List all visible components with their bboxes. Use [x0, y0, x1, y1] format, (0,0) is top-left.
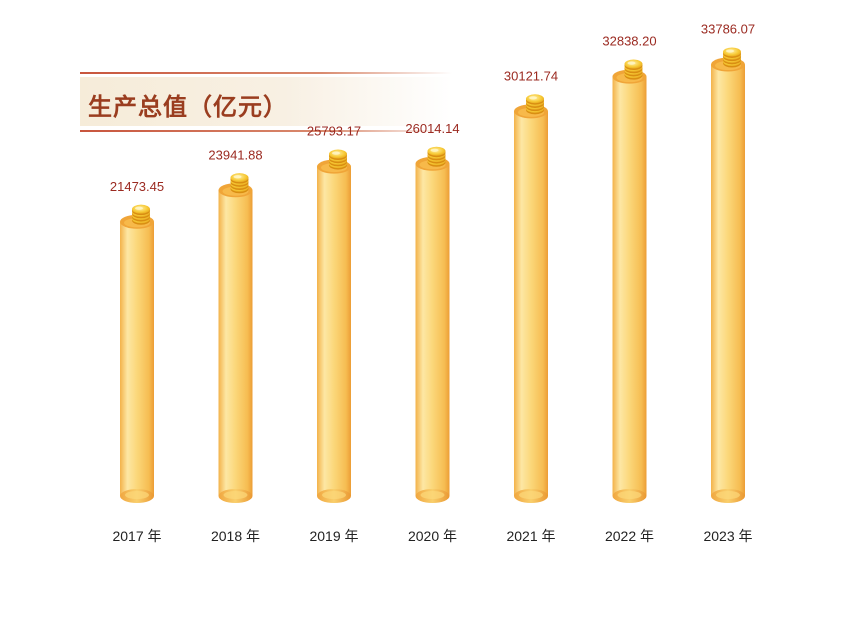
- title-top-rule: [80, 72, 452, 74]
- value-label: 23941.88: [208, 147, 262, 162]
- coin-stack-icon: [329, 149, 347, 170]
- coin-shine: [529, 96, 537, 100]
- coin-shine: [627, 61, 636, 65]
- value-label: 30121.74: [504, 68, 558, 83]
- category-label: 2018 年: [211, 528, 260, 544]
- chart-title-bar: 生产总值（亿元）: [80, 72, 452, 132]
- bar: [120, 204, 154, 503]
- bar-base-highlight: [519, 491, 543, 499]
- title-bottom-rule: [80, 130, 452, 132]
- bar-base-highlight: [420, 491, 445, 499]
- bar: [415, 146, 450, 503]
- coin-stack-icon: [723, 47, 741, 68]
- bar-body: [120, 221, 154, 496]
- bar-body: [218, 190, 253, 496]
- bar-body: [711, 64, 745, 497]
- coin-stack-icon: [230, 173, 249, 194]
- category-label: 2023 年: [703, 528, 752, 544]
- bar-base-highlight: [223, 491, 248, 499]
- coin-stack-icon: [132, 204, 150, 225]
- coin-shine: [430, 148, 439, 152]
- value-labels-group: 21473.45 23941.88 25793.17 26014.14 30121.74…: [110, 22, 755, 194]
- bar-body: [415, 163, 450, 496]
- bar: [612, 59, 647, 503]
- category-label: 2022 年: [605, 528, 654, 544]
- bar-base-highlight: [125, 491, 149, 499]
- value-label: 33786.07: [701, 22, 755, 37]
- value-label: 32838.20: [602, 34, 656, 49]
- bar: [218, 173, 253, 503]
- category-label: 2017 年: [112, 528, 161, 544]
- category-labels-group: 2017 年 2018 年 2019 年 2020 年 2021 年 2022 年 2023…: [112, 528, 752, 544]
- value-label: 26014.14: [405, 121, 459, 136]
- bar: [514, 94, 548, 503]
- bars-group: [120, 47, 745, 503]
- coin-shine: [332, 151, 340, 155]
- coin-shine: [233, 175, 242, 179]
- title-background: [80, 77, 452, 126]
- value-label: 21473.45: [110, 179, 164, 194]
- bar-base-highlight: [617, 491, 642, 499]
- category-label: 2019 年: [309, 528, 358, 544]
- coin-stack-icon: [526, 94, 544, 115]
- bar-base-highlight: [322, 491, 346, 499]
- bar-base-highlight: [716, 491, 740, 499]
- bar-body: [514, 111, 548, 496]
- category-label: 2020 年: [408, 528, 457, 544]
- bar: [711, 47, 745, 503]
- coin-stack-icon: [427, 146, 446, 167]
- bar: [317, 149, 351, 503]
- coin-shine: [135, 206, 143, 210]
- coin-stack-icon: [624, 59, 643, 80]
- value-label: 25793.17: [307, 124, 361, 139]
- category-label: 2021 年: [506, 528, 555, 544]
- coin-shine: [726, 49, 734, 53]
- chart-title: 生产总值（亿元）: [88, 94, 288, 121]
- bar-body: [612, 76, 647, 496]
- bar-body: [317, 166, 351, 496]
